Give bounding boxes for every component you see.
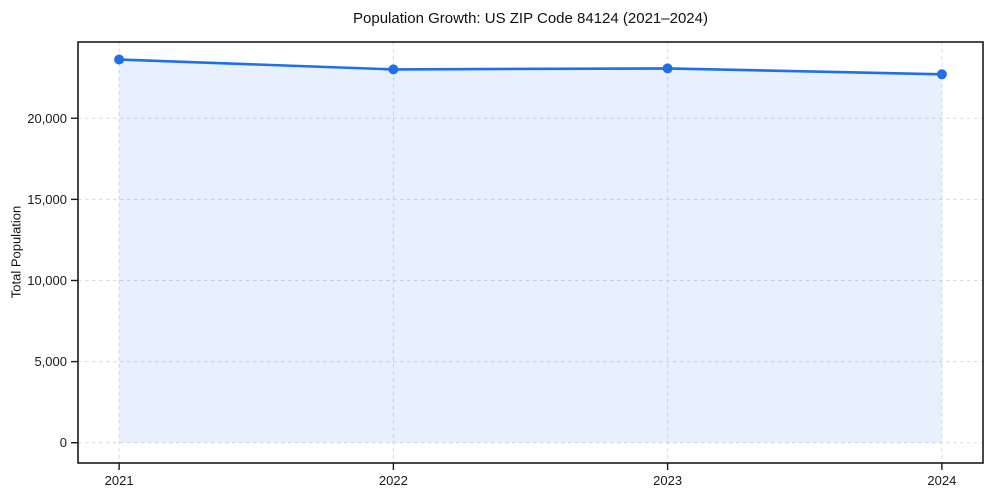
- plot-border: [77, 41, 984, 464]
- x-tick-label: 2024: [927, 473, 956, 488]
- y-tick-label: 0: [60, 435, 67, 450]
- x-tick-label: 2023: [653, 473, 682, 488]
- x-tick-label: 2022: [379, 473, 408, 488]
- y-tick-label: 20,000: [27, 111, 67, 126]
- series-area-fill: [119, 59, 942, 443]
- y-tick-label: 15,000: [27, 192, 67, 207]
- y-tick-label: 5,000: [34, 354, 67, 369]
- x-tick-label: 2021: [105, 473, 134, 488]
- data-point-marker: [388, 64, 399, 75]
- y-axis-label: Total Population: [8, 205, 24, 299]
- chart-title: Population Growth: US ZIP Code 84124 (20…: [353, 10, 708, 27]
- data-point-marker: [114, 54, 125, 65]
- y-tick-label: 10,000: [27, 273, 67, 288]
- data-point-marker: [936, 69, 947, 80]
- series-line: [117, 58, 944, 76]
- data-point-marker: [662, 63, 673, 74]
